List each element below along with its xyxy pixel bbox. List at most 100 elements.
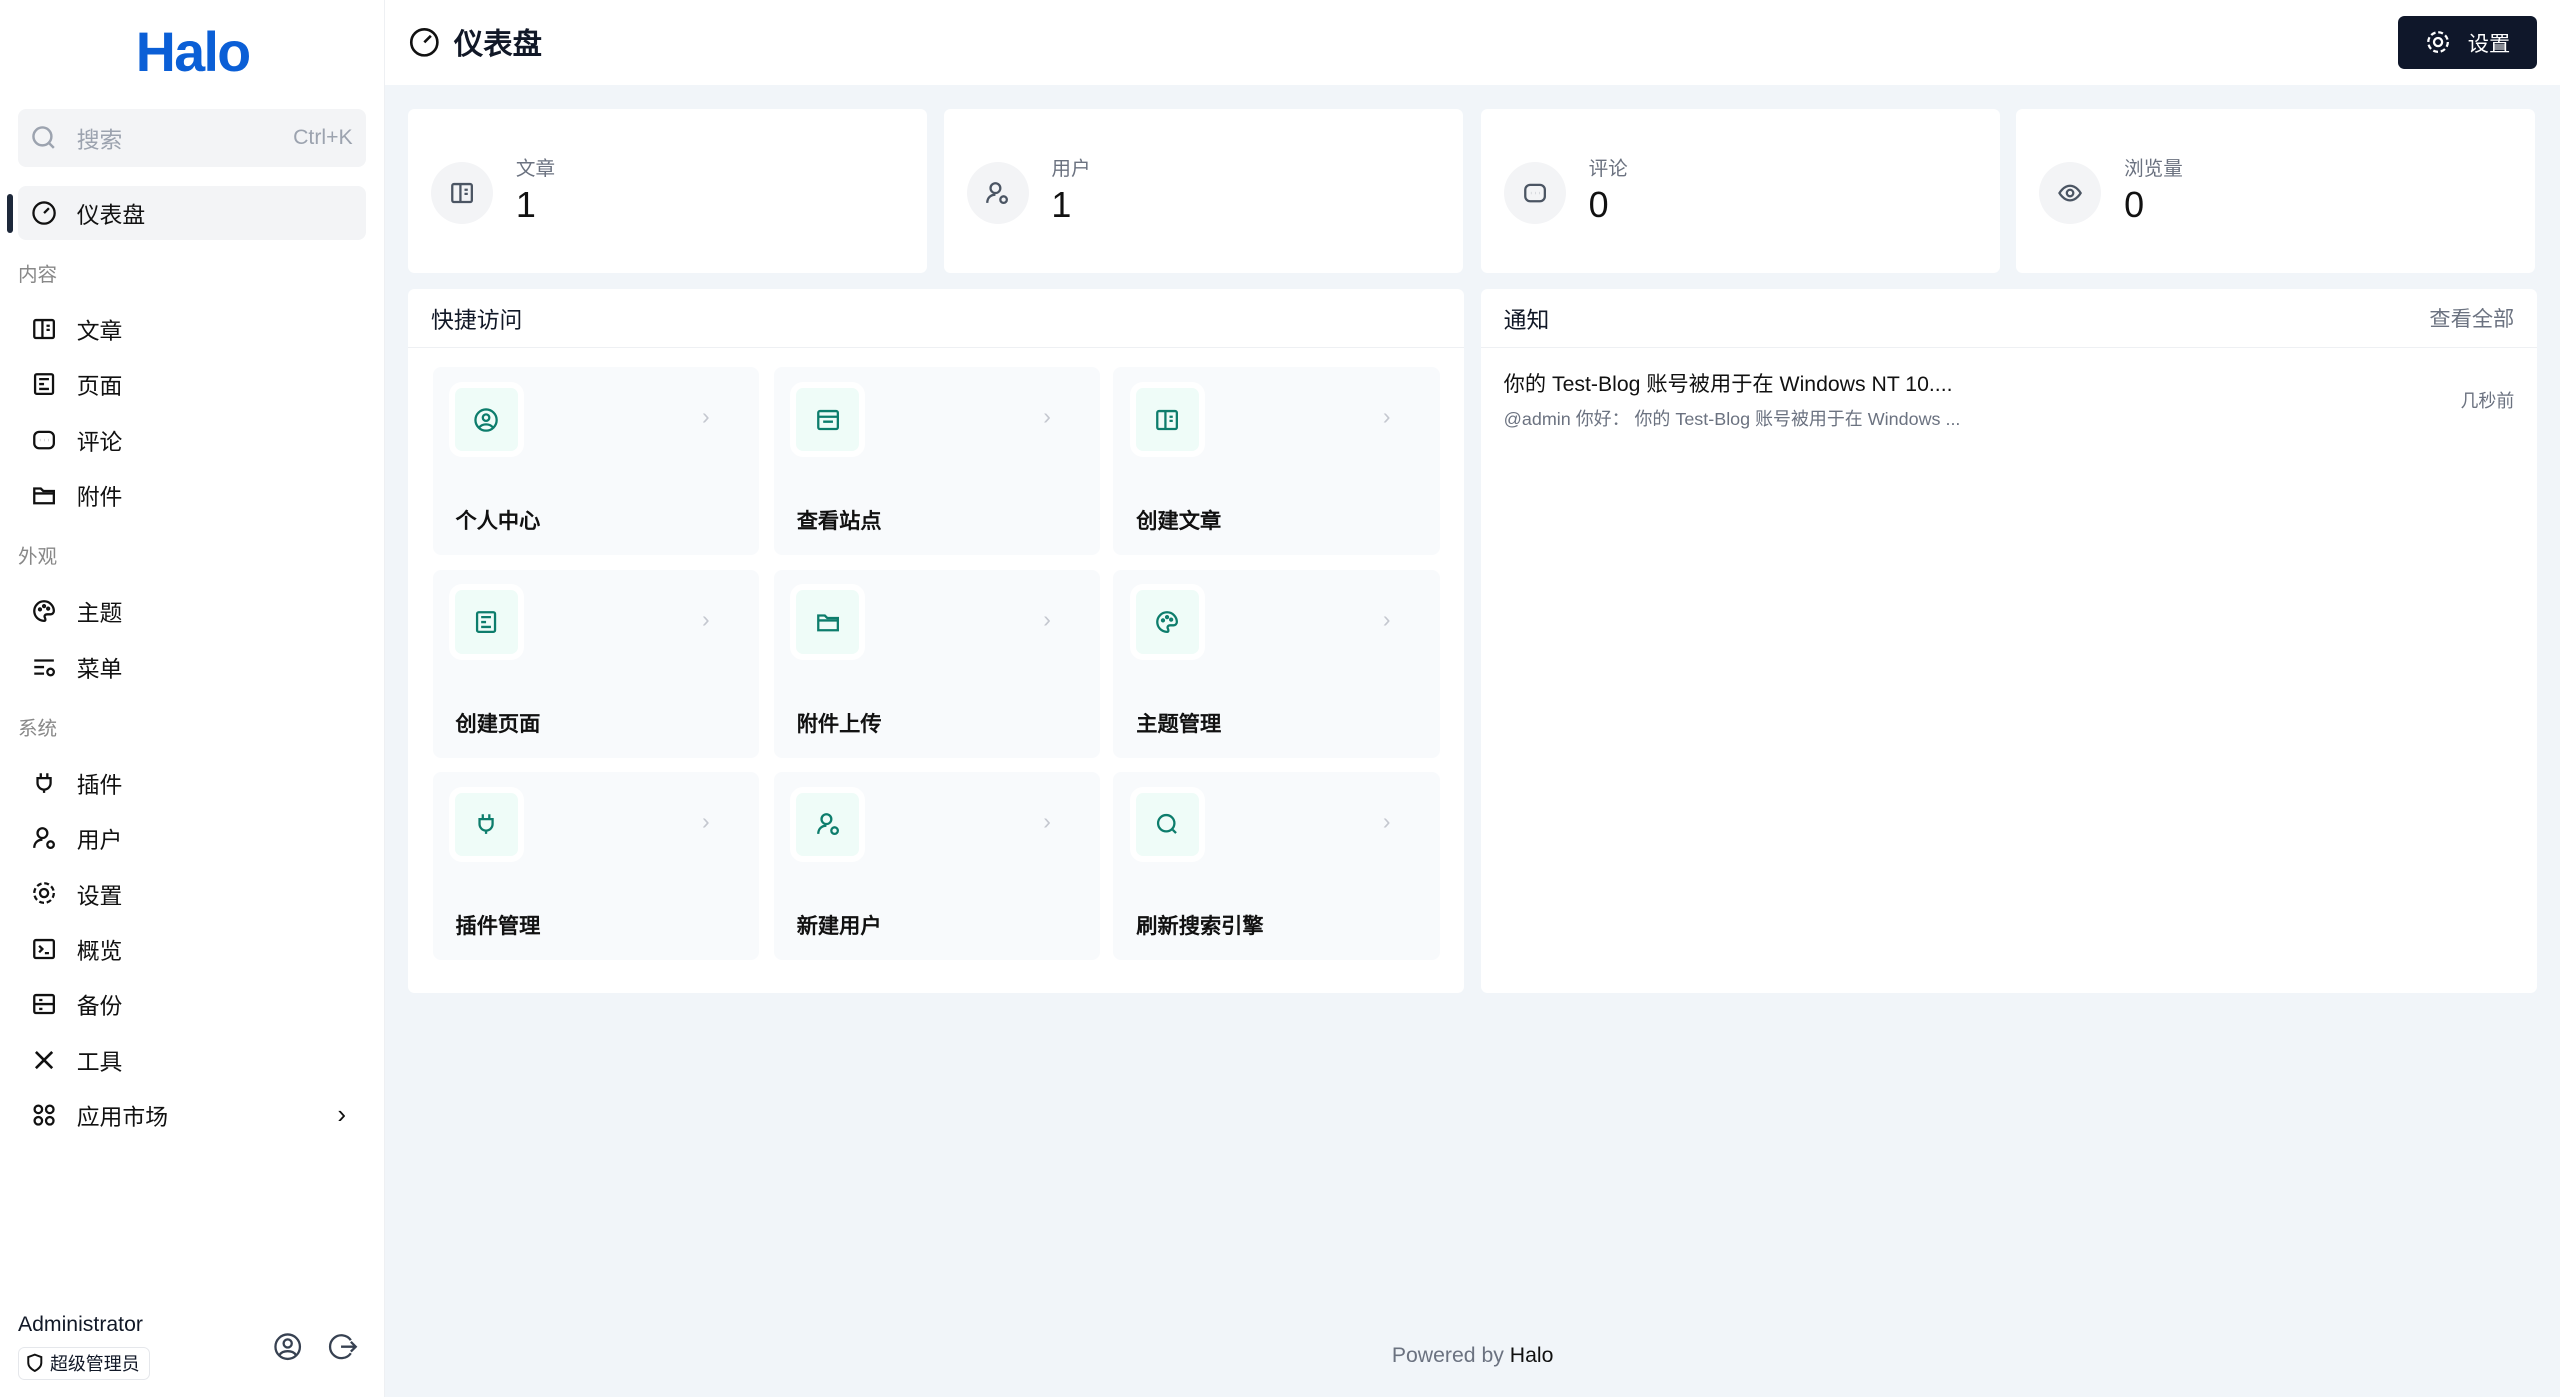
tile-label: 刷新搜索引擎 xyxy=(1136,915,1264,939)
search-icon xyxy=(32,126,55,149)
sidebar-item-0[interactable]: 主题 xyxy=(18,584,366,638)
backup-icon xyxy=(31,991,77,1017)
chevron-right-icon: › xyxy=(1382,605,1391,632)
user-gear-icon xyxy=(31,825,77,851)
sidebar-item-6[interactable]: 应用市场 › xyxy=(18,1088,366,1142)
sidebar-item-0[interactable]: 文章 xyxy=(18,302,366,356)
comment-icon xyxy=(1503,161,1566,224)
stat-card: 文章 1 xyxy=(408,109,928,273)
section-label: 外观 xyxy=(17,546,58,569)
dashboard-icon xyxy=(410,28,439,57)
search-placeholder: 搜索 xyxy=(76,126,123,153)
tile-label: 查看站点 xyxy=(796,510,882,534)
halo-logo[interactable]: Halo xyxy=(135,20,251,83)
settings-label: 设置 xyxy=(2467,32,2511,56)
sidebar-item-label: 设置 xyxy=(76,882,123,909)
notification-desc: @admin 你好： 你的 Test-Blog 账号被用于在 Windows .… xyxy=(1503,408,1961,429)
stat-card: 浏览量 0 xyxy=(2016,109,2536,273)
file-icon xyxy=(31,371,77,397)
sidebar-item-5[interactable]: 工具 xyxy=(18,1033,366,1087)
search-icon xyxy=(1129,786,1205,862)
stat-card: 评论 0 xyxy=(1480,109,2000,273)
chevron-right-icon: › xyxy=(702,808,710,835)
quick-access-tile[interactable]: › 附件上传 xyxy=(773,569,1101,758)
quick-access-tile[interactable]: › 新建用户 xyxy=(773,772,1101,960)
plug-icon xyxy=(448,786,525,862)
sidebar-item-label: 页面 xyxy=(76,373,123,400)
terminal-icon xyxy=(31,936,77,962)
quick-access-tile[interactable]: › 插件管理 xyxy=(432,772,760,960)
notification-title: 你的 Test-Blog 账号被用于在 Windows NT 10.... xyxy=(1503,373,1953,397)
active-indicator xyxy=(6,194,14,234)
sidebar-item-dashboard[interactable]: 仪表盘 xyxy=(17,186,366,240)
footer: Powered by Halo xyxy=(385,1344,2560,1368)
book-icon xyxy=(431,161,494,224)
sidebar-item-3[interactable]: 附件 xyxy=(18,468,366,522)
sidebar-item-label: 工具 xyxy=(76,1048,123,1075)
quick-access-card: 快捷访问 › 个人中心 › 查看站点 › 创建文章 › 创建页面 › 附件上传 › 主题管理 › 插件管理… xyxy=(408,288,1465,993)
tile-label: 新建用户 xyxy=(796,915,882,939)
sidebar: Halo 搜索 Ctrl+K 仪表盘 内容文章页面评论附件外观主题菜单系统插件用… xyxy=(0,0,386,1397)
sidebar-item-label: 菜单 xyxy=(76,655,123,682)
chevron-right-icon: › xyxy=(337,1099,347,1130)
gear-icon xyxy=(2427,31,2450,54)
section-label: 内容 xyxy=(17,263,58,286)
apps-icon xyxy=(31,1102,77,1128)
chevron-right-icon: › xyxy=(1382,808,1391,835)
sidebar-item-1[interactable]: 用户 xyxy=(18,811,366,865)
footer-brand[interactable]: Halo xyxy=(1509,1343,1554,1367)
folder-icon xyxy=(790,584,866,660)
stat-label: 用户 xyxy=(1051,157,1091,180)
quick-access-tile[interactable]: › 主题管理 xyxy=(1113,569,1440,758)
shield-icon xyxy=(27,1354,43,1373)
page-header: 仪表盘 xyxy=(385,0,2560,85)
sidebar-item-2[interactable]: 评论 xyxy=(18,413,366,467)
sidebar-item-label: 仪表盘 xyxy=(76,202,146,229)
logout-icon[interactable] xyxy=(328,1332,358,1361)
tile-label: 创建文章 xyxy=(1136,510,1222,534)
palette-icon xyxy=(31,598,77,624)
book-icon xyxy=(31,316,77,342)
quick-access-title: 快捷访问 xyxy=(431,306,523,333)
sidebar-item-label: 文章 xyxy=(76,317,123,344)
book-icon xyxy=(1129,382,1205,458)
sidebar-item-label: 附件 xyxy=(76,484,123,511)
browser-icon xyxy=(790,382,866,458)
sidebar-item-label: 评论 xyxy=(76,428,123,455)
role-label: 超级管理员 xyxy=(49,1354,140,1375)
settings-button[interactable]: 设置 xyxy=(2398,16,2538,69)
notification-time: 几秒前 xyxy=(2460,390,2515,411)
search-input[interactable]: 搜索 Ctrl+K xyxy=(17,109,366,167)
notification-item[interactable]: 你的 Test-Blog 账号被用于在 Windows NT 10.... @a… xyxy=(1481,348,2537,451)
view-all-link[interactable]: 查看全部 xyxy=(2429,308,2515,332)
quick-access-tile[interactable]: › 刷新搜索引擎 xyxy=(1113,772,1440,960)
sidebar-item-0[interactable]: 插件 xyxy=(18,756,366,810)
stat-value: 1 xyxy=(1051,184,1072,226)
stat-label: 评论 xyxy=(1588,157,1628,180)
quick-access-tile[interactable]: › 查看站点 xyxy=(773,367,1101,556)
sidebar-item-1[interactable]: 菜单 xyxy=(18,640,366,694)
menu-icon xyxy=(31,654,77,680)
chevron-right-icon: › xyxy=(1043,808,1051,835)
role-badge: 超级管理员 xyxy=(17,1346,151,1380)
sidebar-item-1[interactable]: 页面 xyxy=(18,357,366,411)
tile-label: 创建页面 xyxy=(455,712,541,736)
sidebar-item-2[interactable]: 设置 xyxy=(18,867,366,921)
palette-icon xyxy=(1129,584,1205,660)
notifications-card: 通知 查看全部 你的 Test-Blog 账号被用于在 Windows NT 1… xyxy=(1480,288,2538,993)
chevron-right-icon: › xyxy=(1043,605,1051,632)
quick-access-tile[interactable]: › 创建文章 xyxy=(1113,367,1440,556)
profile-icon[interactable] xyxy=(273,1332,302,1361)
stat-value: 1 xyxy=(515,184,536,226)
sidebar-item-label: 插件 xyxy=(76,771,123,798)
sidebar-item-label: 应用市场 xyxy=(76,1103,169,1130)
section-label: 系统 xyxy=(17,717,58,740)
user-name: Administrator xyxy=(17,1312,143,1336)
sidebar-item-4[interactable]: 备份 xyxy=(18,977,366,1031)
sidebar-item-3[interactable]: 概览 xyxy=(18,922,366,976)
folder-icon xyxy=(31,482,77,508)
dashboard-icon xyxy=(32,201,56,225)
quick-access-tile[interactable]: › 创建页面 xyxy=(432,569,760,758)
quick-access-tile[interactable]: › 个人中心 xyxy=(432,367,760,556)
sidebar-item-label: 主题 xyxy=(76,600,123,627)
